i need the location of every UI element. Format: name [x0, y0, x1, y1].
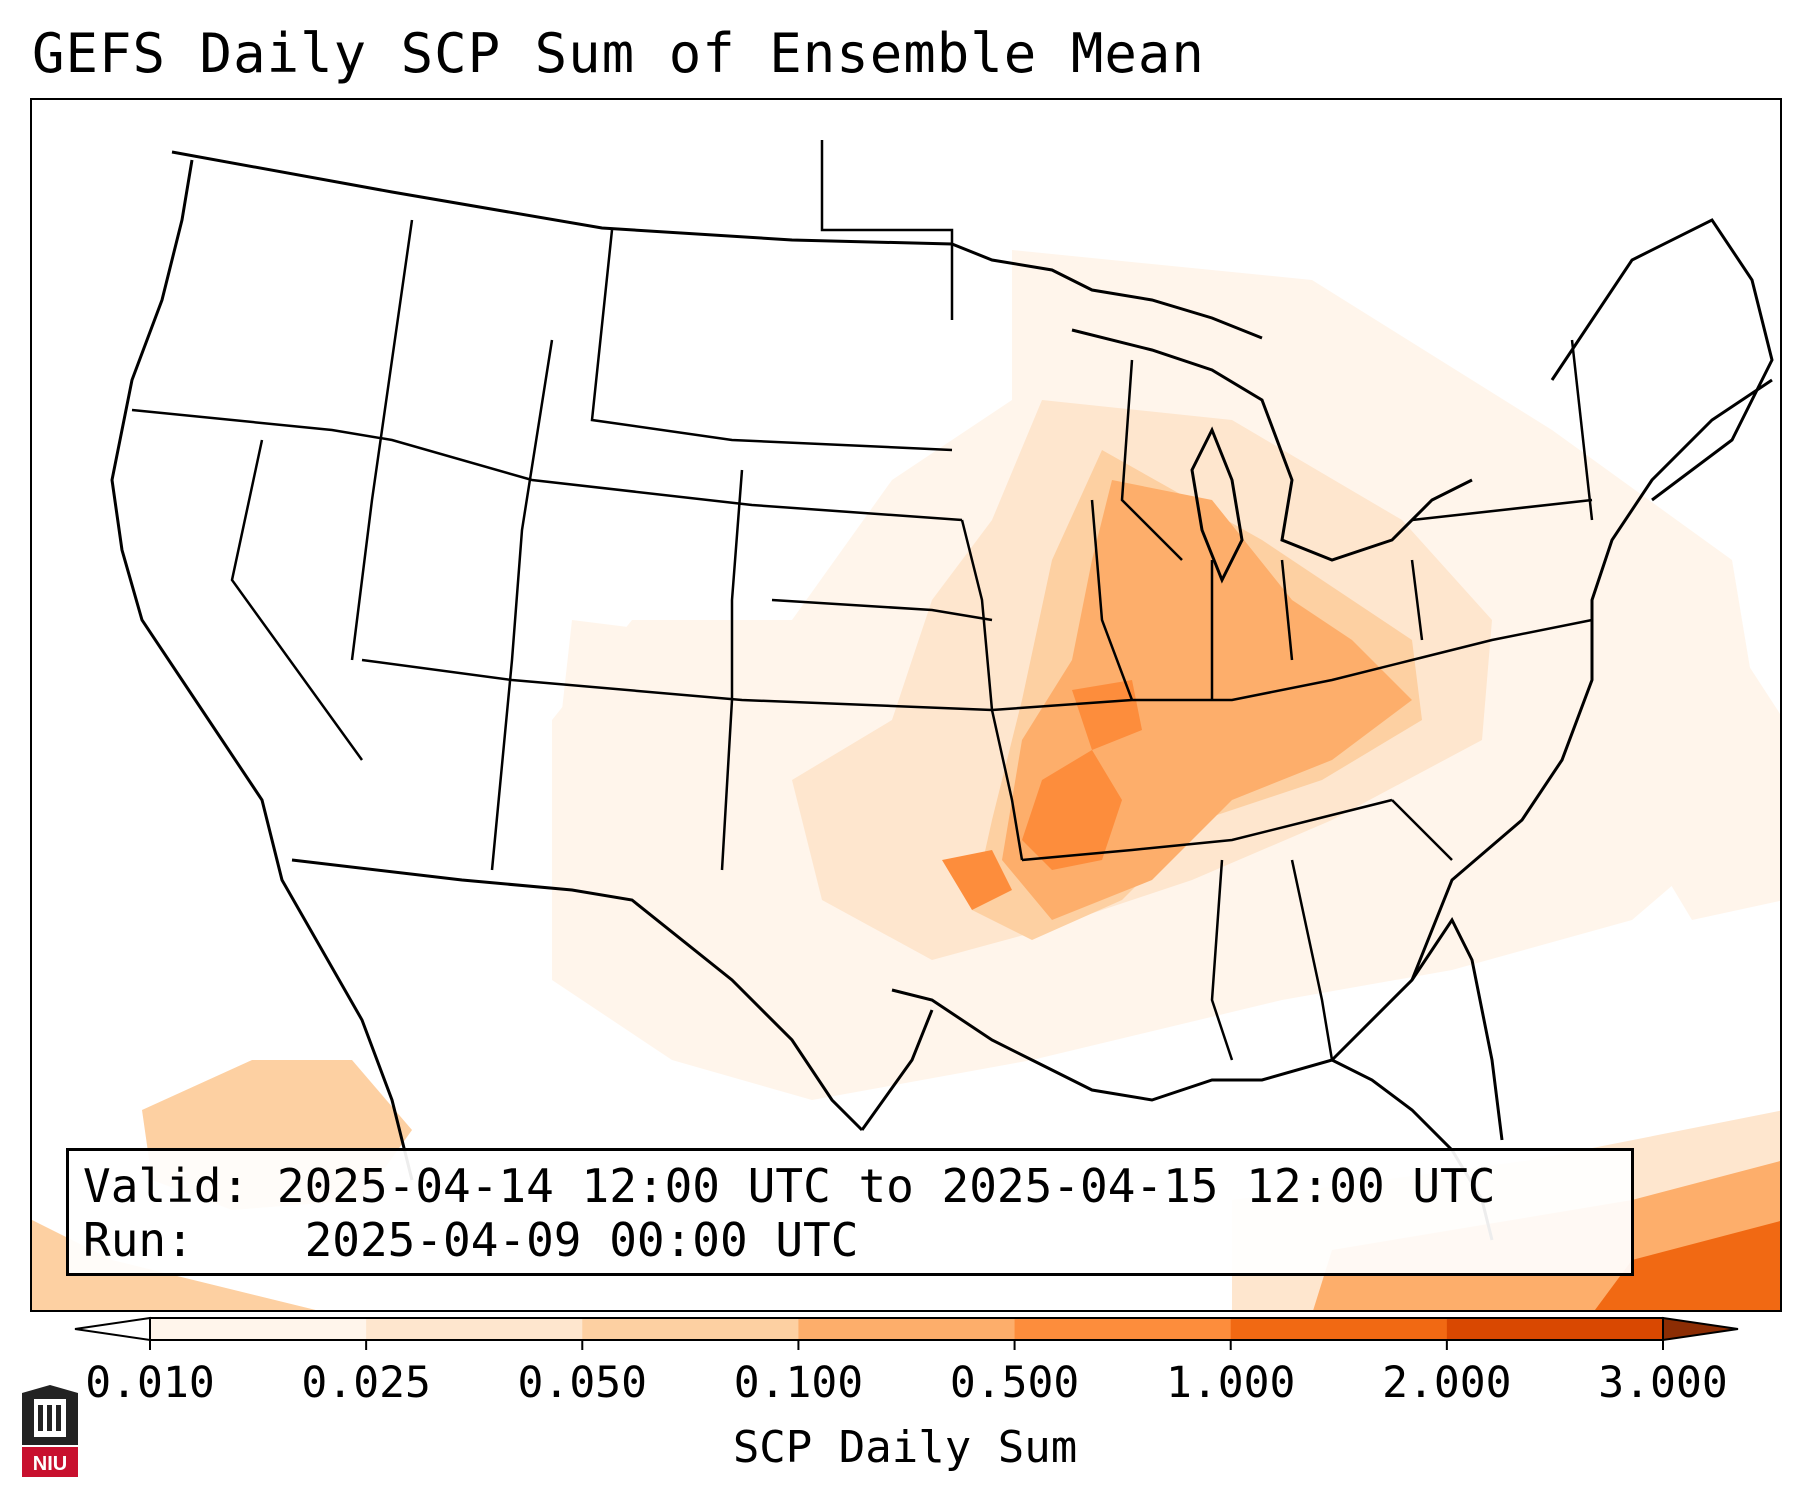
colorbar-tick-label: 0.500 [949, 1358, 1080, 1408]
run-row: Run: 2025-04-09 00:00 UTC [83, 1213, 1617, 1267]
run-label: Run: [83, 1213, 194, 1267]
colorbar-segment [1446, 1318, 1664, 1340]
colorbar-segment [1230, 1318, 1448, 1340]
colorbar-tick-label: 2.000 [1382, 1358, 1512, 1408]
colorbar-outline [149, 1317, 1664, 1341]
florida [1330, 917, 1504, 1141]
shade-dark-texas [942, 850, 1012, 910]
map-panel [30, 98, 1782, 1312]
valid-value: 2025-04-14 12:00 UTC to 2025-04-15 12:00… [276, 1159, 1496, 1213]
new-england [1550, 218, 1774, 502]
state-lines [131, 140, 1594, 1061]
mexico-border [291, 858, 864, 1132]
map-canvas [32, 140, 1780, 1310]
colorbar-tick-label: 0.010 [85, 1358, 215, 1408]
shade-west-flecks [552, 620, 772, 900]
niu-logo: NIU [22, 1385, 78, 1477]
colorbar-extend-high [1662, 1316, 1739, 1342]
texas-coast [860, 1009, 934, 1131]
shade-dark-missouri [1072, 680, 1142, 750]
map-title: GEFS Daily SCP Sum of Ensemble Mean [32, 22, 1205, 85]
colorbar-segment [1014, 1318, 1232, 1340]
colorbar-segment [582, 1318, 799, 1340]
colorbar-tick-label: 0.100 [733, 1358, 864, 1408]
shade-caribbean-dark [1594, 1221, 1780, 1310]
colorbar-extend-low [74, 1316, 151, 1342]
logo-text: NIU [33, 1453, 67, 1475]
colorbar-segment [798, 1318, 1016, 1340]
colorbar-tick-label: 0.025 [301, 1358, 431, 1408]
colorbar-segment [150, 1318, 367, 1340]
shade-dark-arkansas [1022, 750, 1122, 870]
colorbar [74, 1316, 1739, 1350]
shade-atlantic [1592, 600, 1780, 920]
pacific-coast [110, 159, 414, 1181]
shade-south-band [32, 1220, 316, 1310]
valid-label: Valid: [83, 1159, 250, 1213]
valid-row: Valid: 2025-04-14 12:00 UTC to 2025-04-1… [83, 1159, 1617, 1213]
colorbar-title: SCP Daily Sum [732, 1422, 1078, 1473]
colorbar-tick-label: 1.000 [1165, 1358, 1296, 1408]
canada-us-border [171, 150, 1263, 340]
colorbar-segment [366, 1318, 583, 1340]
atlantic-coast [1410, 378, 1773, 981]
lake-michigan [1190, 426, 1244, 584]
colorbar-tick-label: 0.050 [517, 1358, 648, 1408]
run-value: 2025-04-09 00:00 UTC [304, 1213, 859, 1267]
valid-run-info-box: Valid: 2025-04-14 12:00 UTC to 2025-04-1… [66, 1148, 1634, 1276]
gulf-coast [891, 988, 1494, 1241]
colorbar-tick-label: 3.000 [1598, 1358, 1728, 1408]
